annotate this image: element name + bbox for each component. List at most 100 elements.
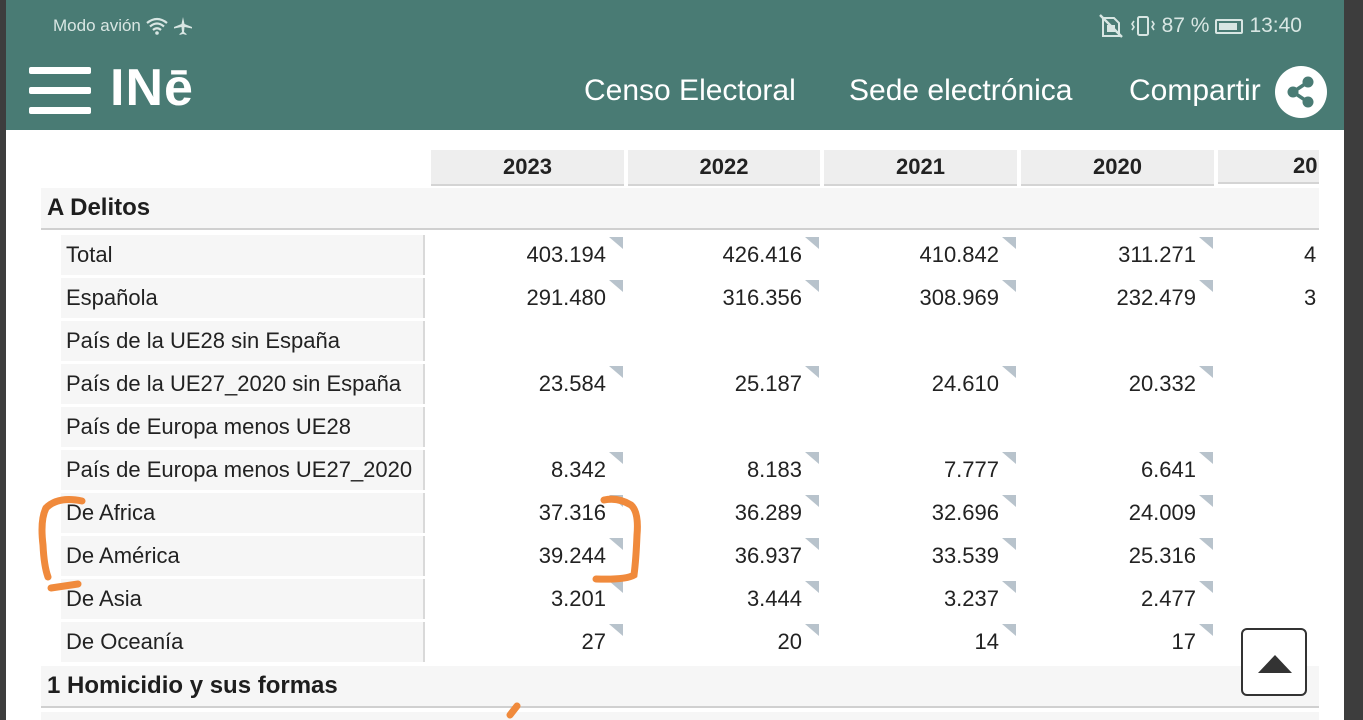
- status-bar-left: Modo avión: [53, 16, 193, 36]
- footnote-icon[interactable]: [1001, 494, 1017, 508]
- table-cell: 36.289: [628, 493, 820, 533]
- table-cell: [431, 321, 624, 361]
- footnote-icon[interactable]: [1198, 494, 1214, 508]
- nav-sede-electronica[interactable]: Sede electrónica: [849, 74, 1073, 107]
- footnote-icon[interactable]: [1198, 451, 1214, 465]
- footnote-icon[interactable]: [1001, 279, 1017, 293]
- table-cell: 410.842: [824, 235, 1017, 275]
- footnote-icon[interactable]: [804, 580, 820, 594]
- footnote-icon[interactable]: [1198, 537, 1214, 551]
- table-cell: 8.183: [628, 450, 820, 490]
- cell-value: 291.480: [526, 285, 606, 310]
- cell-value: 316.356: [722, 285, 802, 310]
- wifi-icon: [146, 17, 168, 35]
- year-header-2023[interactable]: 2023: [431, 150, 624, 186]
- cell-value: 23.584: [538, 371, 606, 396]
- cell-value: 8.342: [550, 457, 606, 482]
- table-cell: 32.696: [824, 493, 1017, 533]
- cell-value: 8.183: [746, 457, 802, 482]
- footnote-icon[interactable]: [1001, 580, 1017, 594]
- scroll-to-top-button[interactable]: [1241, 628, 1307, 696]
- footnote-icon[interactable]: [1001, 537, 1017, 551]
- footnote-icon[interactable]: [804, 494, 820, 508]
- app-screen: Modo avión 87 %: [6, 0, 1344, 720]
- footnote-icon[interactable]: [804, 537, 820, 551]
- footnote-icon[interactable]: [608, 494, 624, 508]
- table-cell: [1218, 536, 1319, 576]
- table-cell: 20: [628, 622, 820, 662]
- footnote-icon[interactable]: [804, 236, 820, 250]
- year-header-2022[interactable]: 2022: [628, 150, 820, 186]
- airplane-icon: [173, 17, 192, 35]
- cell-value: 3: [1304, 285, 1317, 310]
- clock: 13:40: [1249, 14, 1302, 37]
- footnote-icon[interactable]: [1001, 623, 1017, 637]
- cell-value: 3.201: [550, 586, 606, 611]
- table-cell: 316.356: [628, 278, 820, 318]
- cell-value: 308.969: [919, 285, 999, 310]
- table-cell: 24.610: [824, 364, 1017, 404]
- cell-value: 27: [581, 629, 606, 654]
- table-cell: 403.194: [431, 235, 624, 275]
- footnote-icon[interactable]: [608, 623, 624, 637]
- table-cell: [628, 321, 820, 361]
- status-bar-right: 87 % 13:40: [1098, 14, 1302, 38]
- footnote-icon[interactable]: [1198, 580, 1214, 594]
- table-cell: 426.416: [628, 235, 820, 275]
- section-header: 1 Homicidio y sus formas: [41, 666, 1319, 708]
- table-cell: 3: [1218, 278, 1319, 318]
- table-cell: 4: [1218, 235, 1319, 275]
- row-label: De América: [61, 536, 425, 576]
- row-label: País de la UE27_2020 sin España: [61, 364, 425, 404]
- year-header-2020[interactable]: 2020: [1021, 150, 1214, 186]
- table-cell: 24.009: [1021, 493, 1214, 533]
- vibrate-icon: [1130, 16, 1155, 36]
- table-cell: [1218, 321, 1319, 361]
- footnote-icon[interactable]: [608, 279, 624, 293]
- footnote-icon[interactable]: [1198, 365, 1214, 379]
- battery-icon: [1215, 18, 1244, 34]
- cell-value: 403.194: [526, 242, 606, 267]
- table-cell: [1218, 450, 1319, 490]
- footnote-icon[interactable]: [608, 580, 624, 594]
- footnote-icon[interactable]: [1198, 279, 1214, 293]
- table-cell: [1218, 493, 1319, 533]
- section-header: A Delitos: [41, 188, 1319, 230]
- footnote-icon[interactable]: [1198, 236, 1214, 250]
- row-label: De Africa: [61, 493, 425, 533]
- footnote-icon[interactable]: [608, 365, 624, 379]
- cell-value: 7.777: [943, 457, 999, 482]
- footnote-icon[interactable]: [1001, 365, 1017, 379]
- table-cell: 232.479: [1021, 278, 1214, 318]
- footnote-icon[interactable]: [1001, 236, 1017, 250]
- cell-value: 33.539: [931, 543, 999, 568]
- row-label: País de Europa menos UE27_2020: [61, 450, 425, 490]
- table-cell: 14: [824, 622, 1017, 662]
- table-cell: 23.584: [431, 364, 624, 404]
- share-icon: [1287, 76, 1314, 108]
- footnote-icon[interactable]: [804, 623, 820, 637]
- footnote-icon[interactable]: [804, 451, 820, 465]
- footnote-icon[interactable]: [608, 236, 624, 250]
- nav-censo-electoral[interactable]: Censo Electoral: [584, 74, 796, 107]
- table-cell: 3.201: [431, 579, 624, 619]
- footnote-icon[interactable]: [1001, 451, 1017, 465]
- ine-logo[interactable]: INē: [110, 59, 194, 117]
- footnote-icon[interactable]: [608, 537, 624, 551]
- row-label: De Oceanía: [61, 622, 425, 662]
- year-header-partial[interactable]: 20: [1218, 150, 1319, 184]
- table-cell: 311.271: [1021, 235, 1214, 275]
- table-cell: 25.316: [1021, 536, 1214, 576]
- table-cell: 6.641: [1021, 450, 1214, 490]
- row-label: Española: [61, 278, 425, 318]
- share-button[interactable]: [1275, 66, 1327, 118]
- nav-compartir[interactable]: Compartir: [1129, 74, 1261, 107]
- table-cell: [1021, 407, 1214, 447]
- footnote-icon[interactable]: [804, 365, 820, 379]
- menu-button[interactable]: [29, 67, 91, 115]
- footnote-icon[interactable]: [804, 279, 820, 293]
- footnote-icon[interactable]: [608, 451, 624, 465]
- table-cell: [1218, 364, 1319, 404]
- year-header-2021[interactable]: 2021: [824, 150, 1017, 186]
- footnote-icon[interactable]: [1198, 623, 1214, 637]
